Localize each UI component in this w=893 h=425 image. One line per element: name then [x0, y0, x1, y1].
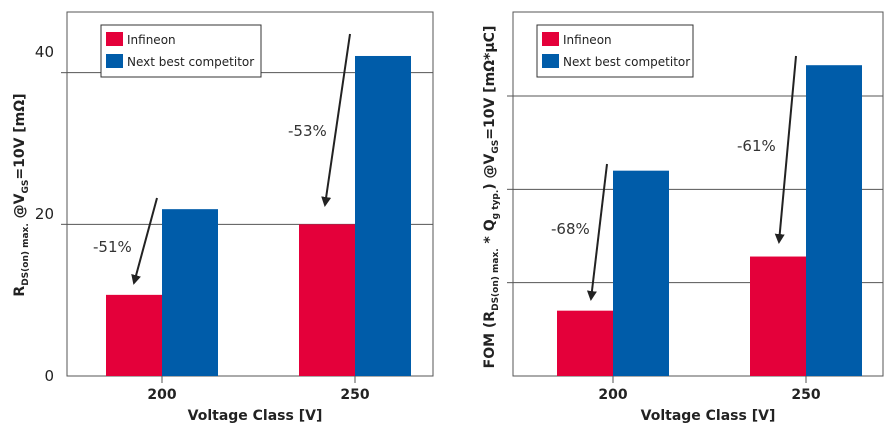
left-annotation-200: -51% [93, 238, 132, 256]
left-legend: Infineon Next best competitor [100, 24, 262, 78]
left-bars [106, 55, 411, 376]
left-bar-infineon-250 [299, 224, 355, 376]
left-bar-competitor-250 [355, 55, 411, 376]
left-bar-infineon-200 [106, 294, 162, 376]
right-legend-box [536, 24, 694, 78]
left-legend-swatch-competitor [106, 54, 123, 68]
left-ytick-0: 0 [44, 367, 54, 385]
left-xtick-250: 250 [340, 387, 369, 403]
left-ytick-20: 20 [35, 205, 54, 223]
right-bar-infineon-200 [557, 310, 613, 376]
left-legend-label-infineon: Infineon [127, 33, 176, 47]
left-legend-swatch-infineon [106, 32, 123, 46]
right-annotation-250: -61% [737, 137, 776, 155]
right-legend-swatch-competitor [542, 54, 559, 68]
right-arrow-250 [774, 55, 797, 244]
left-arrow-250 [321, 33, 351, 207]
right-legend-label-competitor: Next best competitor [563, 55, 690, 69]
left-y-axis-label: RDS(on) max. @VGS=10V [mΩ] [12, 93, 31, 296]
right-legend-swatch-infineon [542, 32, 559, 46]
right-x-axis-label: Voltage Class [V] [641, 408, 776, 424]
left-xtick-200: 200 [147, 387, 176, 403]
left-arrow-200 [131, 197, 158, 285]
right-bar-competitor-250 [806, 65, 862, 376]
right-xtick-250: 250 [791, 387, 820, 403]
right-bar-infineon-250 [750, 256, 806, 376]
right-legend: Infineon Next best competitor [536, 24, 694, 78]
right-bars [557, 65, 862, 376]
left-bar-competitor-200 [162, 209, 218, 376]
right-arrow-200 [586, 163, 608, 301]
right-annotation-200: -68% [551, 220, 590, 238]
left-chart: 0 20 40 200 250 Voltage Class [V] RDS(on… [12, 11, 434, 424]
right-chart: 200 250 Voltage Class [V] FOM (RDS(on) m… [482, 11, 884, 424]
left-legend-label-competitor: Next best competitor [127, 55, 254, 69]
right-legend-label-infineon: Infineon [563, 33, 612, 47]
right-y-axis-label: FOM (RDS(on) max. * Qg typ.) @VGS=10V [m… [482, 26, 501, 369]
right-bar-competitor-200 [613, 170, 669, 376]
right-xtick-200: 200 [598, 387, 627, 403]
left-ytick-40: 40 [35, 43, 54, 61]
left-x-axis-label: Voltage Class [V] [188, 408, 323, 424]
left-annotation-250: -53% [288, 122, 327, 140]
left-legend-box [100, 24, 262, 78]
